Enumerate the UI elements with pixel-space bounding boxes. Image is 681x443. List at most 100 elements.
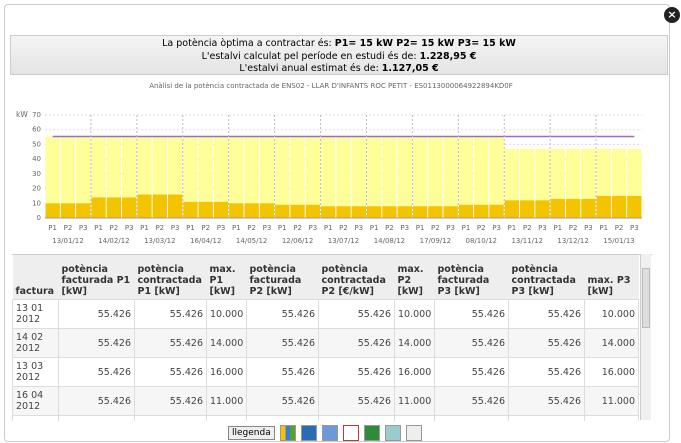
x-tick-label: 17/09/12 <box>420 237 451 245</box>
period-label: P1 <box>553 224 562 232</box>
bar <box>443 136 458 218</box>
table-cell: 55.426 <box>318 328 395 358</box>
table-cell: 55.426 <box>134 386 207 416</box>
bar <box>45 136 60 218</box>
table-row: 14 02 2012 55.426 55.426 14.000 55.426 55.426… <box>12 328 639 358</box>
table-cell: 55.426 <box>58 299 135 329</box>
x-tick-label: 15/01/13 <box>603 237 634 245</box>
word-icon[interactable] <box>321 425 338 441</box>
table-cell <box>58 415 135 421</box>
table-cell: 55.426 <box>508 357 585 387</box>
pdf-icon[interactable] <box>342 425 359 441</box>
bar-chart-icon[interactable] <box>279 425 296 441</box>
summary-text: L'estalvi anual estimat és de: <box>239 63 382 74</box>
period-label: P1 <box>94 224 103 232</box>
table-cell: 16 04 2012 <box>12 386 59 416</box>
period-label: P3 <box>79 224 88 232</box>
bar <box>581 198 596 218</box>
table-cell <box>508 415 585 421</box>
save-icon[interactable] <box>300 425 317 441</box>
table-cell: 11.000 <box>584 386 639 416</box>
bar <box>627 195 642 218</box>
table-cell: 55.426 <box>246 357 319 387</box>
table-cell: 55.426 <box>58 386 135 416</box>
y-tick-label: 50 <box>32 140 41 148</box>
scroll-thumb[interactable] <box>642 268 650 328</box>
bar <box>229 203 244 218</box>
table-cell: 55.426 <box>434 357 509 387</box>
period-label: P2 <box>569 224 578 232</box>
period-label: P1 <box>462 224 471 232</box>
y-tick-label: 0 <box>37 214 41 222</box>
x-tick-label: 08/10/12 <box>466 237 497 245</box>
chart-title: Anàlisi de la potència contractada de EN… <box>149 82 513 90</box>
x-tick-label: 14/08/12 <box>374 237 405 245</box>
period-label: P1 <box>324 224 333 232</box>
table-cell: 55.426 <box>434 386 509 416</box>
bar <box>198 136 213 218</box>
table-cell <box>394 415 435 421</box>
table-cell: 55.426 <box>318 357 395 387</box>
column-header: max. P2 [kW] <box>394 255 435 300</box>
column-header: potència contractada P3 [kW] <box>508 255 585 300</box>
period-label: P2 <box>201 224 210 232</box>
more-icon[interactable] <box>405 425 422 441</box>
bar <box>122 197 137 218</box>
bar <box>60 203 76 218</box>
period-label: P2 <box>385 224 394 232</box>
summary-value: P1= 15 kW P2= 15 kW P3= 15 kW <box>334 38 516 49</box>
table-cell: 55.426 <box>318 299 395 329</box>
bar <box>535 200 550 218</box>
excel-icon[interactable] <box>363 425 380 441</box>
table-cell: 11.000 <box>394 386 435 416</box>
bar <box>596 195 611 218</box>
x-tick-label: 13/01/12 <box>52 237 83 245</box>
summary-value: 1.127,05 € <box>381 63 439 74</box>
table-cell <box>134 415 207 421</box>
table-cell: 55.426 <box>58 328 135 358</box>
bar <box>213 136 229 218</box>
table-cell: 55.426 <box>246 386 319 416</box>
period-label: P2 <box>431 224 440 232</box>
table-cell: 55.426 <box>246 328 319 358</box>
table-body: 13 01 2012 55.426 55.426 10.000 55.426 55.426… <box>12 299 639 421</box>
scrollbar[interactable] <box>640 254 651 420</box>
table-cell: 55.426 <box>246 299 319 329</box>
table-cell <box>434 415 509 421</box>
summary-line: L'estalvi anual estimat és de: 1.127,05 … <box>11 63 667 76</box>
legend-button[interactable]: llegenda <box>228 426 275 440</box>
close-button[interactable]: × <box>664 7 680 23</box>
period-label: P2 <box>477 224 486 232</box>
bar <box>351 206 366 218</box>
image-icon[interactable] <box>384 425 401 441</box>
x-tick-label: 14/02/12 <box>98 237 129 245</box>
table-row: 14 05 <box>12 415 639 421</box>
period-label: P3 <box>309 224 318 232</box>
period-label: P1 <box>278 224 287 232</box>
x-tick-label: 16/04/12 <box>190 237 221 245</box>
bar <box>91 197 106 218</box>
period-label: P1 <box>140 224 149 232</box>
bar <box>305 136 321 218</box>
period-label: P1 <box>186 224 195 232</box>
period-label: P2 <box>523 224 532 232</box>
period-label: P2 <box>155 224 164 232</box>
table-cell: 10.000 <box>584 299 639 329</box>
bar <box>611 195 627 218</box>
table-cell: 14.000 <box>206 328 247 358</box>
bar <box>244 203 259 218</box>
column-header: potència facturada P2 [kW] <box>246 255 319 300</box>
summary: La potència òptima a contractar és: P1= … <box>10 35 668 75</box>
period-label: P2 <box>339 224 348 232</box>
x-tick-label: 13/12/12 <box>557 237 588 245</box>
table-cell: 55.426 <box>318 386 395 416</box>
table-cell: 55.426 <box>508 386 585 416</box>
table-cell: 55.426 <box>58 357 135 387</box>
table-cell: 55.426 <box>434 299 509 329</box>
bar <box>458 136 474 218</box>
table-row: 13 01 2012 55.426 55.426 10.000 55.426 55.426… <box>12 299 639 329</box>
bar <box>336 206 351 218</box>
bar <box>275 204 290 218</box>
bar <box>305 204 321 218</box>
